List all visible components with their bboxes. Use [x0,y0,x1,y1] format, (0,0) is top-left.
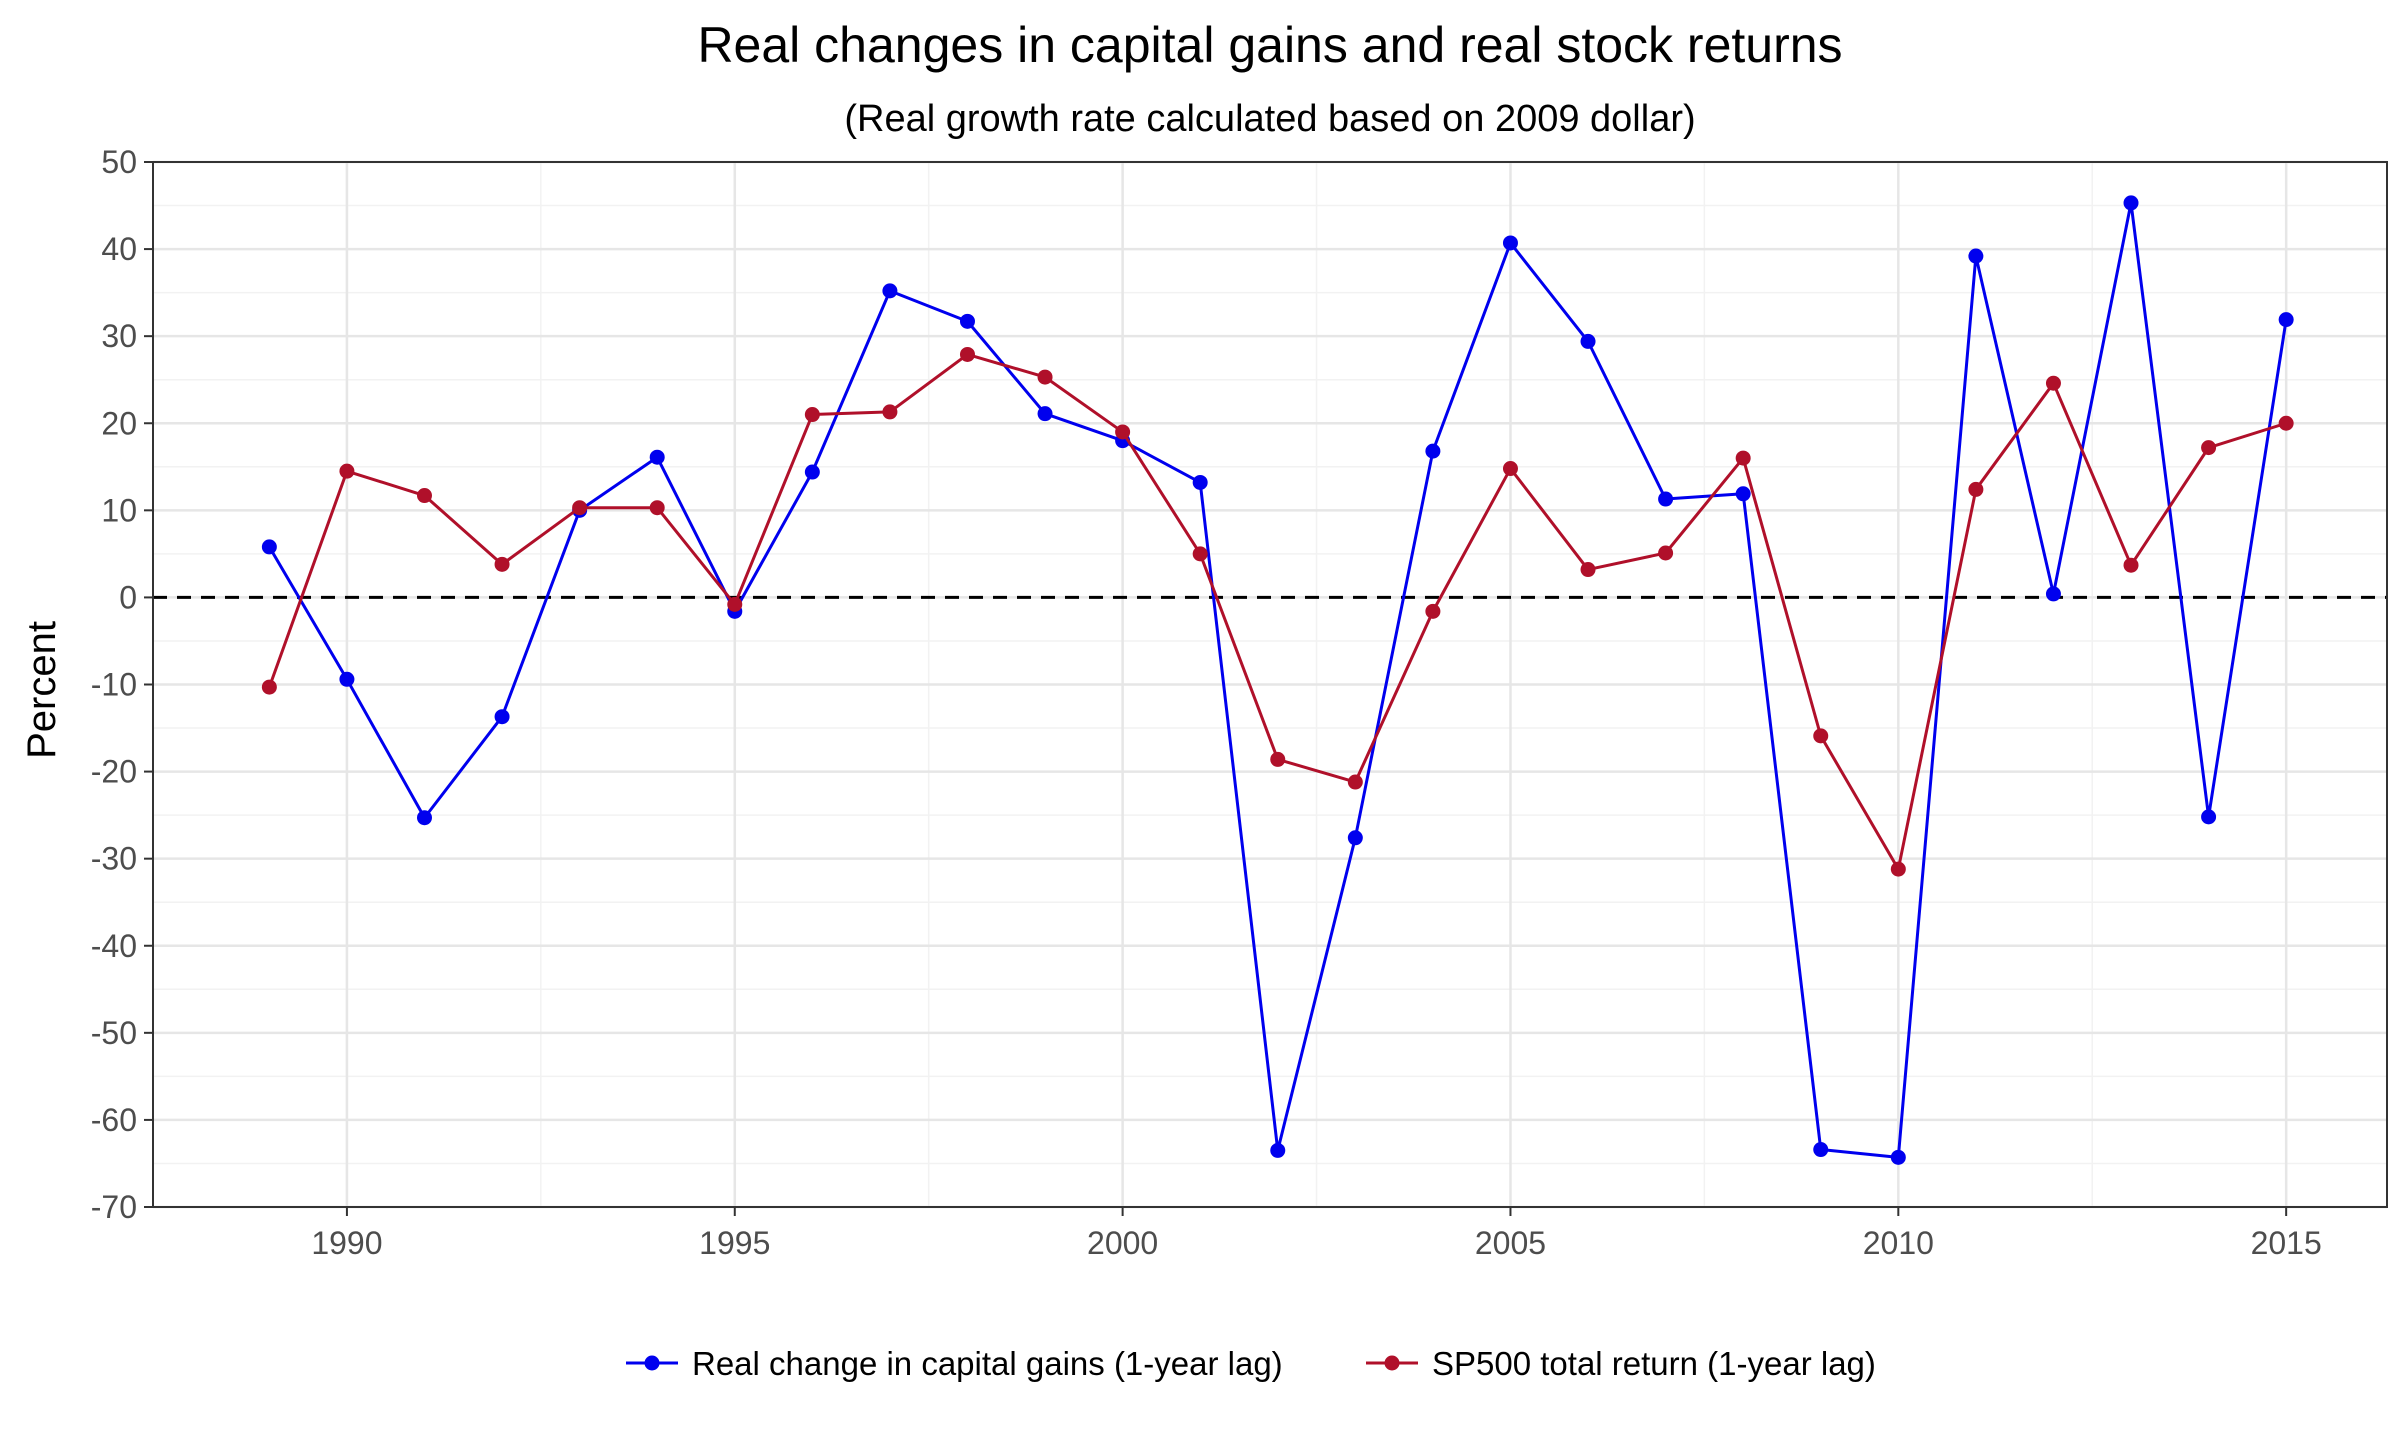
legend: Real change in capital gains (1-year lag… [626,1345,1876,1382]
legend-label: Real change in capital gains (1-year lag… [692,1345,1283,1382]
data-point [1037,369,1053,385]
y-tick-label: -60 [91,1102,137,1138]
data-point [261,679,277,695]
data-point [1502,461,1518,477]
x-tick-label: 2010 [1863,1225,1934,1261]
data-point [2278,415,2294,431]
data-point [1270,751,1286,767]
data-point [494,556,510,572]
data-point [1890,1149,1906,1165]
data-point [572,500,588,516]
series-2 [261,346,2294,877]
data-point [1813,1142,1829,1158]
data-point [1425,443,1441,459]
data-point [416,810,432,826]
data-point [727,596,743,612]
y-tick-label: 40 [101,231,137,267]
data-point [2123,557,2139,573]
data-point [1735,450,1751,466]
y-tick-label: 20 [101,405,137,441]
data-point [1735,486,1751,502]
data-point [649,500,665,516]
data-point [1425,603,1441,619]
y-tick-label: -50 [91,1015,137,1051]
data-point [882,283,898,299]
data-point [804,464,820,480]
data-point [2201,809,2217,825]
data-point [1968,248,1984,264]
data-point [1192,546,1208,562]
chart-title: Real changes in capital gains and real s… [697,17,1842,73]
data-point [1115,424,1131,440]
y-tick-label: 0 [119,579,137,615]
data-point [2278,312,2294,328]
data-point [2045,375,2061,391]
y-tick-label: -30 [91,841,137,877]
data-point [1658,545,1674,561]
data-point [1580,333,1596,349]
data-point [339,671,355,687]
data-point [1968,481,1984,497]
x-tick-label: 2000 [1087,1225,1158,1261]
legend-item-1: Real change in capital gains (1-year lag… [626,1345,1283,1382]
chart-subtitle: (Real growth rate calculated based on 20… [844,98,1695,140]
data-point [1037,406,1053,422]
data-point [339,463,355,479]
x-tick-label: 1990 [311,1225,382,1261]
data-point [2045,586,2061,602]
series-group [261,195,2294,1165]
data-point [2201,440,2217,456]
legend-item-2: SP500 total return (1-year lag) [1366,1345,1876,1382]
data-point [1347,830,1363,846]
x-tick-label: 2005 [1475,1225,1546,1261]
data-point [959,313,975,329]
data-point [1658,491,1674,507]
data-point [1502,235,1518,251]
data-point [1270,1142,1286,1158]
legend-key-point [644,1355,660,1371]
data-point [261,539,277,555]
data-point [882,404,898,420]
y-tick-label: 30 [101,318,137,354]
data-point [1347,774,1363,790]
data-point [1580,562,1596,578]
x-tick-label: 1995 [699,1225,770,1261]
y-axis-title: Percent [20,621,64,759]
data-point [804,407,820,423]
legend-label: SP500 total return (1-year lag) [1432,1345,1876,1382]
data-point [1192,474,1208,490]
x-tick-label: 2015 [2251,1225,2322,1261]
y-tick-label: 50 [101,144,137,180]
y-tick-label: -70 [91,1189,137,1225]
y-tick-label: -20 [91,754,137,790]
data-point [959,346,975,362]
data-point [1890,861,1906,877]
y-tick-label: -40 [91,928,137,964]
data-point [2123,195,2139,211]
data-point [649,449,665,465]
data-point [1813,728,1829,744]
data-point [494,709,510,725]
legend-key-point [1384,1355,1400,1371]
y-tick-label: -10 [91,667,137,703]
y-tick-label: 10 [101,492,137,528]
data-point [416,488,432,504]
